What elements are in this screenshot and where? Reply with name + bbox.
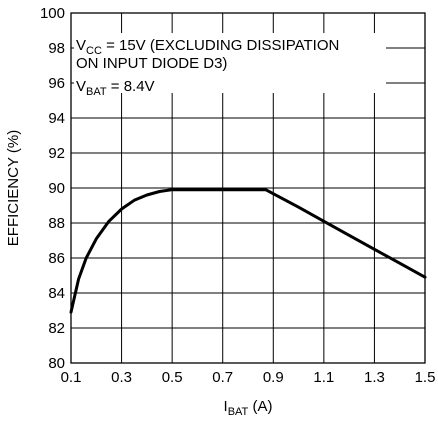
x-tick-labels: 0.1 0.3 0.5 0.7 0.9 1.1 1.3 1.5 xyxy=(61,369,436,386)
x-tick-label: 0.7 xyxy=(212,369,233,386)
x-tick-label: 1.5 xyxy=(415,369,436,386)
y-tick-label: 100 xyxy=(40,5,65,22)
annotation-diode: ON INPUT DIODE D3) xyxy=(76,55,227,72)
annotation-vcc-rest: = 15V (EXCLUDING DISSIPATION xyxy=(102,37,339,54)
x-tick-label: 0.3 xyxy=(111,369,132,386)
annotation-vbat-main: V xyxy=(76,78,86,95)
annotation-vbat: VBAT = 8.4V xyxy=(76,78,155,98)
x-tick-label: 1.1 xyxy=(313,369,334,386)
x-axis-label-sub: BAT xyxy=(228,406,249,418)
plot-frame xyxy=(70,12,426,364)
annotation-vbat-rest: = 8.4V xyxy=(107,78,155,95)
y-tick-label: 92 xyxy=(48,145,65,162)
x-axis-label-unit: (A) xyxy=(248,398,272,415)
y-tick-label: 86 xyxy=(48,250,65,267)
y-tick-label: 88 xyxy=(48,215,65,232)
x-tick-label: 0.1 xyxy=(61,369,82,386)
y-tick-labels: 80 82 84 86 88 90 92 94 96 98 100 xyxy=(40,5,65,372)
annotation-vbat-sub: BAT xyxy=(86,86,107,98)
annotation-vcc-main: V xyxy=(76,37,86,54)
x-axis-label: IBAT (A) xyxy=(224,398,273,418)
x-axis-label-main: I xyxy=(224,398,228,415)
annotation-vcc: VCC = 15V (EXCLUDING DISSIPATION xyxy=(76,37,339,57)
y-tick-label: 80 xyxy=(48,355,65,372)
x-tick-label: 0.9 xyxy=(263,369,284,386)
y-tick-label: 94 xyxy=(48,110,65,127)
y-tick-label: 82 xyxy=(48,320,65,337)
x-tick-label: 0.5 xyxy=(162,369,183,386)
y-tick-label: 84 xyxy=(48,285,65,302)
annotation-vcc-sub: CC xyxy=(86,45,102,57)
y-tick-label: 98 xyxy=(48,40,65,57)
x-tick-label: 1.3 xyxy=(364,369,385,386)
y-tick-label: 96 xyxy=(48,75,65,92)
y-axis-label: EFFICIENCY (%) xyxy=(5,130,22,246)
efficiency-series-line xyxy=(69,188,427,314)
annotation-background xyxy=(74,33,386,93)
y-tick-label: 90 xyxy=(48,180,65,197)
